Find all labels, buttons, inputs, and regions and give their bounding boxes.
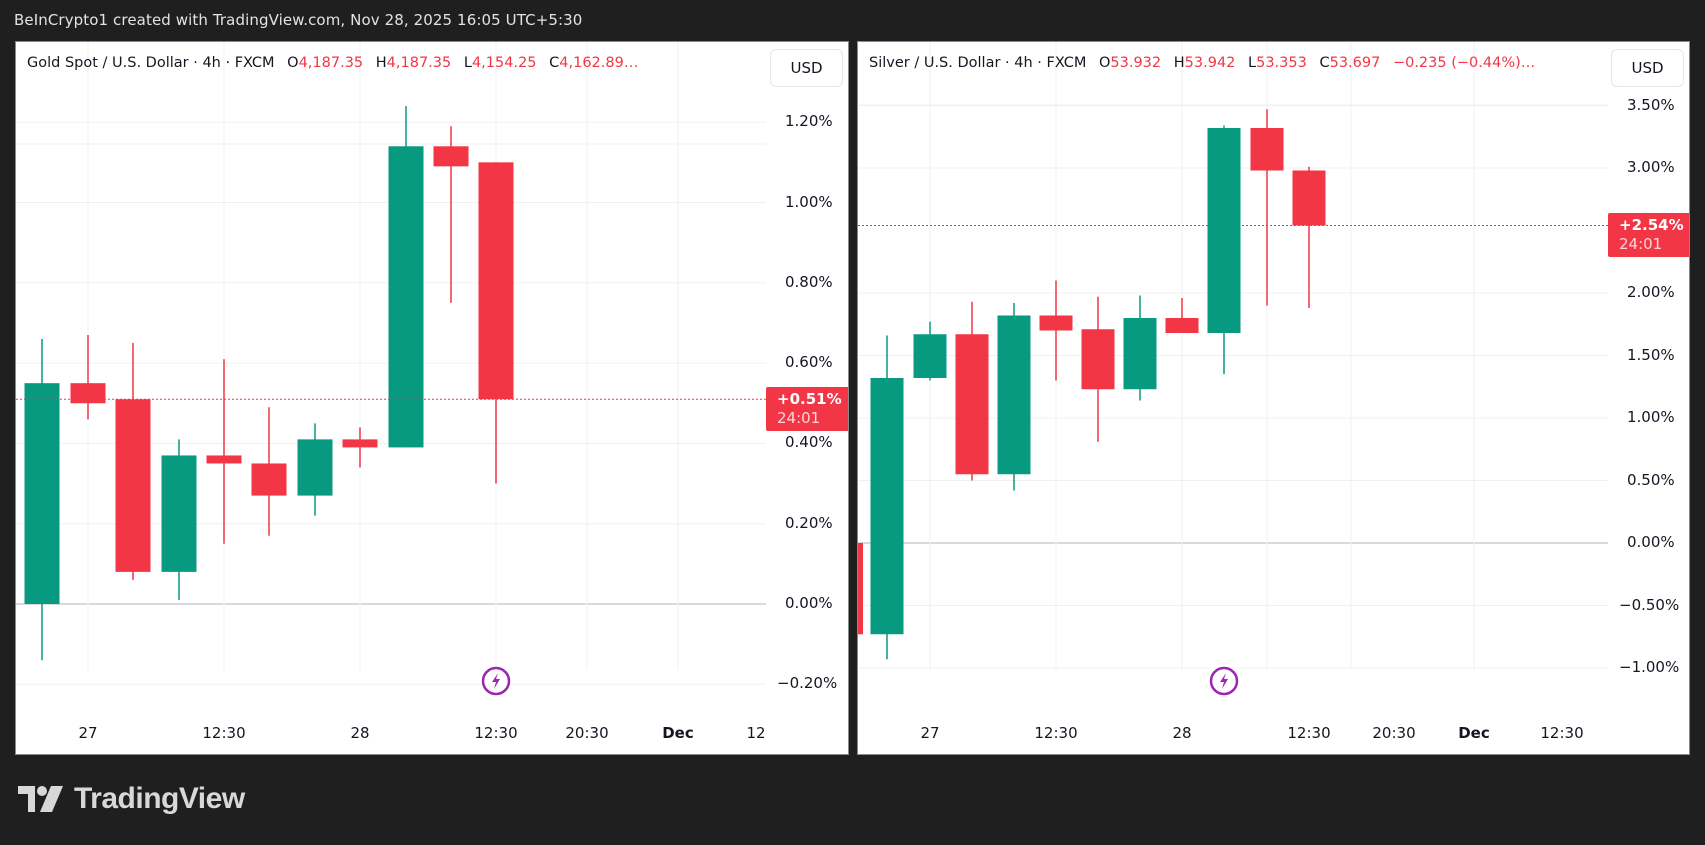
silver-source: FXCM xyxy=(1046,55,1087,71)
gold-low-value: 4,154.25 xyxy=(471,55,537,71)
gold-open-value: 4,187.35 xyxy=(298,55,364,71)
candle[interactable] xyxy=(161,439,197,600)
candle[interactable] xyxy=(997,303,1031,491)
x-axis-tick-label: 27 xyxy=(920,724,940,742)
y-axis-tick-label: 0.00% xyxy=(785,594,833,612)
y-axis-tick-label: 2.00% xyxy=(1627,283,1675,301)
silver-low-value: 53.353 xyxy=(1256,55,1307,71)
x-axis-tick-label: 27 xyxy=(78,724,98,742)
candle[interactable] xyxy=(1250,109,1284,306)
tradingview-logo[interactable]: TradingView xyxy=(18,782,245,816)
lightning-bolt-icon[interactable] xyxy=(481,666,511,696)
candle[interactable] xyxy=(1207,125,1241,375)
silver-high-value: 53.942 xyxy=(1184,55,1236,71)
gold-badge-pct: +0.51% xyxy=(777,390,842,408)
candle[interactable] xyxy=(955,301,989,481)
y-axis-tick-label: 1.00% xyxy=(785,192,833,211)
y-axis-tick-label: 0.00% xyxy=(1627,533,1675,551)
y-axis-tick-label: 0.40% xyxy=(785,433,833,452)
silver-close-label: C xyxy=(1319,55,1330,71)
gold-close-label: C xyxy=(549,55,560,71)
gold-high-label: H xyxy=(375,55,387,71)
x-axis-tick-label: Dec xyxy=(662,724,694,742)
candle[interactable] xyxy=(1123,295,1157,401)
x-axis-tick-label: 28 xyxy=(1172,724,1192,742)
gold-legend: Gold Spot / U.S. Dollar · 4h · FXCM O4,1… xyxy=(27,55,639,71)
candle[interactable] xyxy=(478,162,514,484)
lightning-bolt-icon[interactable] xyxy=(1209,666,1239,696)
gold-source: FXCM xyxy=(234,55,275,71)
y-axis-tick-label: −1.00% xyxy=(1619,658,1680,676)
x-axis-tick-label: Dec xyxy=(1458,724,1490,742)
x-axis-tick-label: 12:30 xyxy=(202,724,246,742)
gold-currency-button[interactable]: USD xyxy=(770,49,843,87)
silver-open-value: 53.932 xyxy=(1110,55,1162,71)
candle[interactable] xyxy=(70,334,106,420)
candle[interactable] xyxy=(388,106,424,448)
y-axis-tick-label: −0.20% xyxy=(777,674,838,693)
x-axis-tick-label: 20:30 xyxy=(1372,724,1416,742)
y-axis-tick-label: 0.60% xyxy=(785,353,833,372)
candle[interactable] xyxy=(433,126,469,303)
x-axis-tick-label: 12:30 xyxy=(1540,724,1584,742)
y-axis-tick-label: 3.00% xyxy=(1627,158,1675,176)
y-axis-tick-label: 0.50% xyxy=(1627,470,1675,489)
gold-close-value: 4,162.89… xyxy=(559,55,639,71)
y-axis-tick-label: 1.00% xyxy=(1627,408,1675,426)
candle[interactable] xyxy=(1165,298,1199,333)
y-axis-tick-label: 0.20% xyxy=(785,513,833,532)
candle[interactable] xyxy=(24,339,60,661)
silver-candlestick-chart[interactable] xyxy=(858,42,1690,755)
y-axis-tick-label: 3.50% xyxy=(1627,95,1675,114)
candle[interactable] xyxy=(1039,280,1073,381)
silver-high-label: H xyxy=(1173,55,1185,71)
x-axis-tick-label: 20:30 xyxy=(565,724,609,742)
gold-last-price-badge: +0.51% 24:01 xyxy=(766,387,848,431)
y-axis-tick-label: 0.80% xyxy=(785,272,833,291)
silver-currency-button[interactable]: USD xyxy=(1611,49,1684,87)
x-axis-tick-label: 28 xyxy=(350,724,370,742)
tradingview-logo-icon xyxy=(18,786,63,812)
silver-last-price-badge: +2.54% 24:01 xyxy=(1608,213,1689,257)
gold-high-value: 4,187.35 xyxy=(386,55,452,71)
gold-low-label: L xyxy=(463,55,472,71)
candle[interactable] xyxy=(1292,166,1326,308)
candle[interactable] xyxy=(251,407,287,536)
candle[interactable] xyxy=(342,427,378,468)
gold-interval: 4h xyxy=(202,55,221,71)
gold-candlestick-chart[interactable] xyxy=(16,42,849,755)
silver-interval: 4h xyxy=(1014,55,1033,71)
silver-chart-panel[interactable]: Silver / U.S. Dollar · 4h · FXCM O53.932… xyxy=(857,41,1690,755)
silver-badge-timer: 24:01 xyxy=(1619,235,1663,253)
silver-symbol: Silver / U.S. Dollar xyxy=(869,55,1001,71)
y-axis-tick-label: 1.50% xyxy=(1627,345,1675,364)
gold-symbol: Gold Spot / U.S. Dollar xyxy=(27,55,189,71)
candle[interactable] xyxy=(1081,296,1115,442)
x-axis-tick-label: 12 xyxy=(746,724,766,742)
silver-badge-pct: +2.54% xyxy=(1619,216,1684,234)
silver-legend: Silver / U.S. Dollar · 4h · FXCM O53.932… xyxy=(869,55,1536,71)
x-axis-tick-label: 12:30 xyxy=(1287,724,1331,742)
silver-low-label: L xyxy=(1248,55,1257,71)
gold-badge-timer: 24:01 xyxy=(777,409,821,427)
silver-close-value: 53.697 xyxy=(1329,55,1381,71)
silver-change-value: −0.235 (−0.44%)… xyxy=(1392,55,1536,71)
candle[interactable] xyxy=(115,343,151,580)
candle[interactable] xyxy=(206,359,242,544)
x-axis-tick-label: 12:30 xyxy=(474,724,518,742)
candle[interactable] xyxy=(858,543,863,635)
y-axis-tick-label: −0.50% xyxy=(1619,595,1680,614)
x-axis-tick-label: 12:30 xyxy=(1034,724,1078,742)
candle[interactable] xyxy=(913,321,947,381)
y-axis-tick-label: 1.20% xyxy=(785,112,833,131)
attribution-text: BeInCrypto1 created with TradingView.com… xyxy=(14,11,583,29)
silver-open-label: O xyxy=(1098,55,1111,71)
candle[interactable] xyxy=(297,423,333,516)
gold-chart-panel[interactable]: Gold Spot / U.S. Dollar · 4h · FXCM O4,1… xyxy=(15,41,849,755)
candle[interactable] xyxy=(870,335,904,660)
gold-open-label: O xyxy=(287,55,299,71)
tradingview-wordmark: TradingView xyxy=(74,782,245,815)
